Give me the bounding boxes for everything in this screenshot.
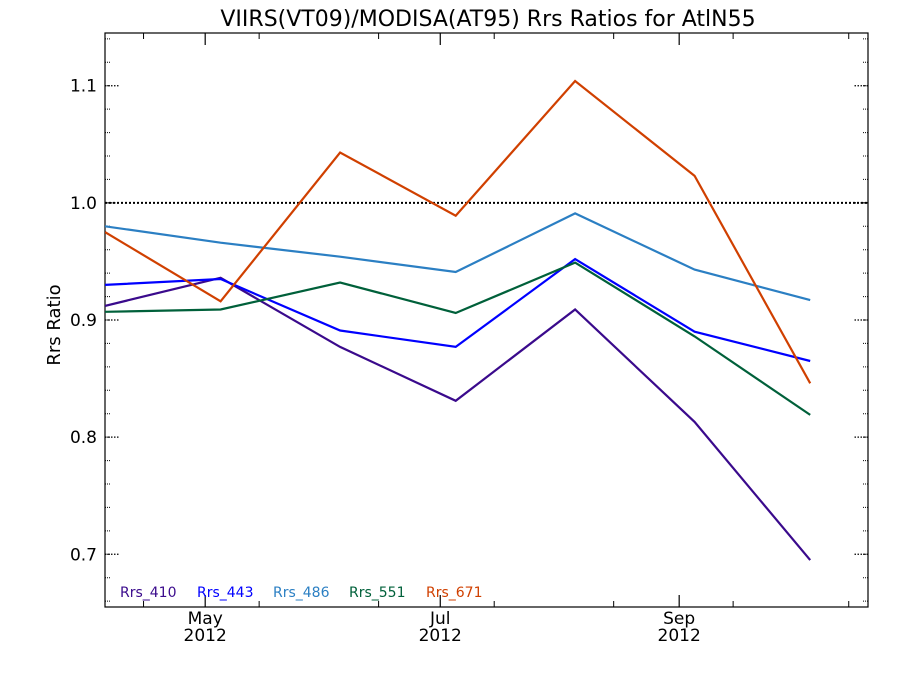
legend-entry-rrs-486: Rrs_486 [273, 585, 330, 601]
x-tick-label: Sep [663, 609, 695, 629]
series-line-rrs-551 [105, 261, 811, 416]
x-tick-year-label: 2012 [419, 626, 462, 646]
series-line-rrs-671 [105, 79, 812, 384]
plot-frame [104, 32, 869, 608]
series-line-rrs-410 [105, 276, 812, 561]
x-tick-year-label: 2012 [658, 626, 701, 646]
legend-entry-rrs-551: Rrs_551 [349, 585, 406, 601]
y-tick-label: 0.9 [70, 311, 97, 331]
x-tick-label: Jul [429, 609, 451, 629]
series-line-rrs-486 [105, 212, 811, 302]
y-axis-label: Rrs Ratio [44, 284, 65, 365]
legend: Rrs_410 Rrs_443 Rrs_486 Rrs_551 Rrs_671 [120, 585, 483, 601]
chart-title: VIIRS(VT09)/MODISA(AT95) Rrs Ratios for … [220, 7, 755, 32]
y-tick-label: 0.8 [70, 428, 97, 448]
legend-entry-rrs-410: Rrs_410 [120, 585, 177, 601]
legend-entry-rrs-443: Rrs_443 [197, 585, 254, 601]
y-tick-label: 1.1 [70, 77, 97, 97]
y-tick-label: 1.0 [70, 194, 97, 214]
x-tick-year-label: 2012 [184, 626, 227, 646]
legend-entry-rrs-671: Rrs_671 [426, 585, 483, 601]
y-tick-label: 0.7 [70, 545, 97, 565]
series-line-rrs-443 [105, 257, 811, 363]
x-tick-label: May [188, 609, 223, 629]
